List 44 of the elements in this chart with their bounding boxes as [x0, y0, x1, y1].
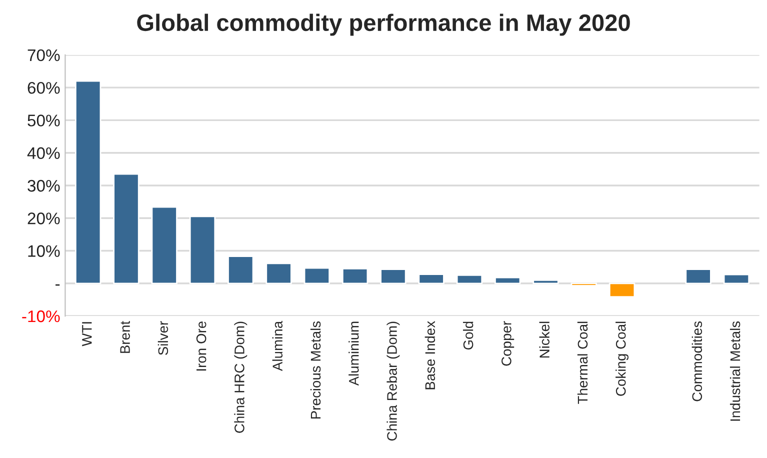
x-tick-label: Nickel [539, 322, 550, 358]
x-tick-label: Coking Coal [616, 322, 628, 396]
bar [456, 274, 483, 284]
x-tick-label: China HRC (Dom) [234, 322, 248, 433]
y-tick-label: 20% [28, 212, 60, 224]
x-tick-label: Iron Ore [196, 321, 206, 371]
bar [228, 256, 254, 284]
x-tick-label: Thermal Coal [577, 322, 588, 404]
y-tick-label: -10% [22, 310, 60, 322]
bar [418, 274, 444, 284]
x-tick-label: Copper [502, 321, 514, 366]
bar [266, 262, 292, 284]
bar [380, 268, 406, 284]
x-tick-label: Silver [158, 321, 168, 355]
y-tick-label: 70% [28, 49, 60, 62]
bar [532, 279, 559, 284]
x-tick-label: Gold [463, 322, 474, 350]
y-tick-label: 10% [28, 245, 60, 257]
x-tick-label: Brent [120, 320, 130, 353]
x-tick-label: WTI [82, 322, 92, 346]
bar [494, 276, 521, 284]
bar [151, 206, 178, 284]
bar [570, 282, 597, 286]
bar [189, 216, 216, 284]
bar [113, 173, 140, 284]
y-tick-label: 40% [27, 147, 60, 160]
y-tick-label: - [56, 284, 60, 286]
bar [342, 268, 368, 284]
y-tick-label: 30% [28, 180, 60, 192]
x-tick-label: Commodities [692, 321, 702, 402]
x-tick-label: China Rebar (Dom) [386, 322, 400, 441]
bar [304, 267, 330, 284]
y-tick-label: 50% [28, 114, 60, 126]
bar [608, 282, 636, 298]
x-tick-label: Industrial Metals [730, 321, 740, 421]
x-tick-label: Aluminium [348, 322, 359, 386]
bar [723, 274, 750, 284]
y-tick-label: 60% [28, 82, 60, 94]
bar [74, 80, 102, 284]
x-tick-label: Precious Metals [310, 321, 321, 419]
x-tick-label: Base Index [424, 321, 436, 390]
bar [685, 268, 712, 284]
chart-title: Global commodity performance in May 2020 [137, 14, 630, 36]
x-tick-label: Alumina [272, 320, 283, 372]
